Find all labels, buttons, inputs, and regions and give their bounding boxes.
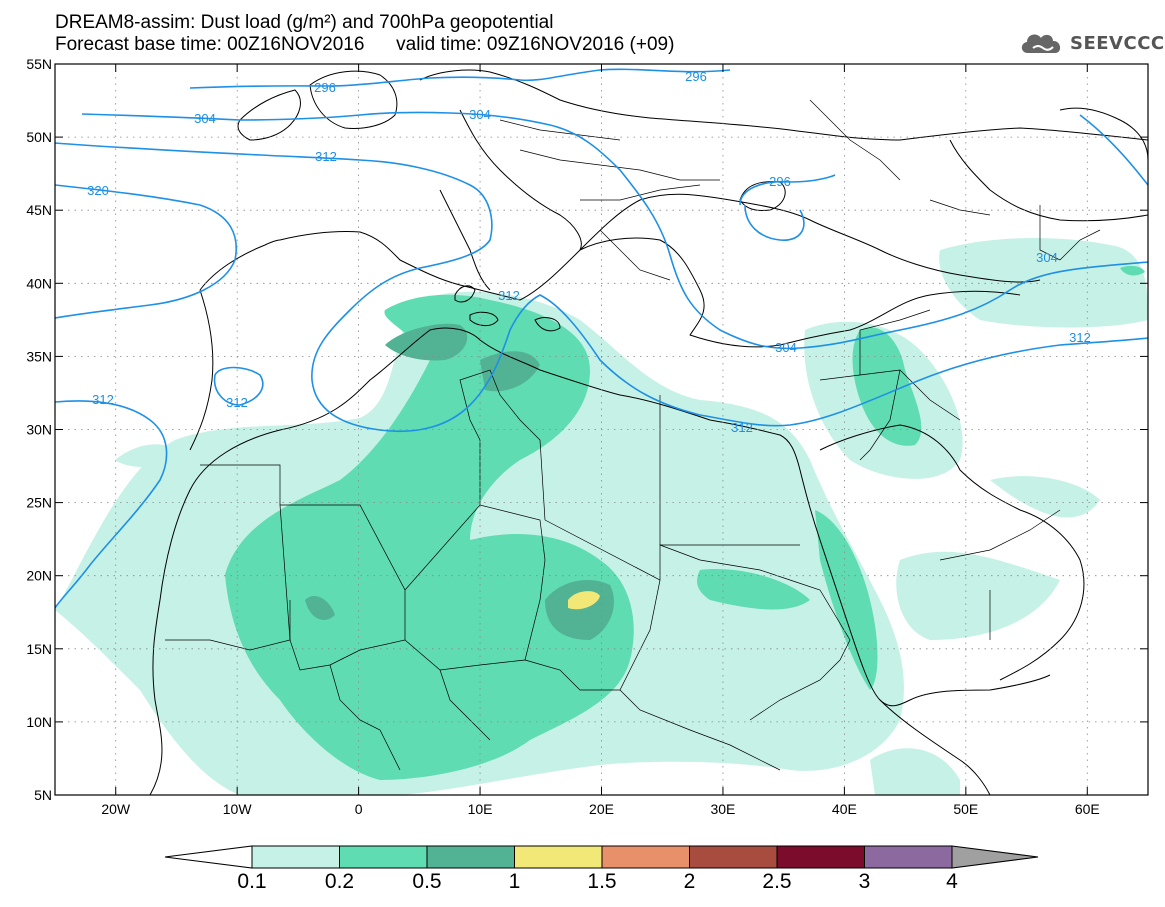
contour-label: 304 bbox=[469, 107, 491, 122]
contour-label: 312 bbox=[731, 420, 753, 435]
colorbar-segment bbox=[339, 845, 428, 869]
colorbar-segment bbox=[426, 845, 515, 869]
contour-label: 296 bbox=[314, 80, 336, 95]
lat-label: 5N bbox=[34, 787, 52, 803]
lat-label: 20N bbox=[26, 568, 52, 584]
lat-label: 30N bbox=[26, 422, 52, 438]
contour-label: 304 bbox=[1036, 250, 1058, 265]
colorbar-label: 1.5 bbox=[587, 870, 616, 893]
contour-label: 312 bbox=[1069, 330, 1091, 345]
lat-label: 55N bbox=[26, 56, 52, 72]
contour-label: 296 bbox=[769, 174, 791, 189]
coastlines bbox=[149, 69, 1148, 795]
forecast-base-time: Forecast base time: 00Z16NOV2016 bbox=[55, 34, 365, 55]
lon-label: 20W bbox=[101, 801, 131, 817]
lat-label: 10N bbox=[26, 714, 52, 730]
lat-label: 50N bbox=[26, 129, 52, 145]
logo-text: SEEVCCC bbox=[1070, 32, 1165, 54]
lon-label: 0 bbox=[355, 801, 363, 817]
lon-label: 10W bbox=[223, 801, 253, 817]
lon-label: 50E bbox=[953, 801, 978, 817]
contour-label: 312 bbox=[498, 288, 520, 303]
colorbar-label: 2.5 bbox=[762, 870, 791, 893]
country-borders bbox=[165, 99, 1101, 771]
colorbar-segment bbox=[514, 845, 603, 869]
lat-label: 15N bbox=[26, 641, 52, 657]
lat-label: 25N bbox=[26, 495, 52, 511]
colorbar-arrow-left bbox=[164, 845, 253, 869]
map-grid bbox=[55, 64, 1148, 795]
colorbar-label: 3 bbox=[859, 870, 871, 893]
colorbar-segment bbox=[776, 845, 865, 869]
colorbar-arrow-right bbox=[951, 845, 1039, 869]
colorbar-label: 2 bbox=[684, 870, 696, 893]
colorbar-label: 0.1 bbox=[237, 870, 266, 893]
seevccc-logo: SEEVCCC bbox=[1018, 28, 1165, 58]
lat-label: 45N bbox=[26, 202, 52, 218]
lon-label: 10E bbox=[468, 801, 493, 817]
lon-label: 60E bbox=[1075, 801, 1100, 817]
colorbar-segment bbox=[251, 845, 340, 869]
map-title: DREAM8-assim: Dust load (g/m²) and 700hP… bbox=[55, 12, 554, 33]
contour-label: 312 bbox=[315, 149, 337, 164]
colorbar-label: 1 bbox=[509, 870, 521, 893]
colorbar-label: 0.5 bbox=[412, 870, 441, 893]
colorbar-segment bbox=[864, 845, 953, 869]
colorbar-label: 0.2 bbox=[325, 870, 354, 893]
contour-label: 320 bbox=[87, 183, 109, 198]
colorbar-segment bbox=[601, 845, 690, 869]
lat-label: 35N bbox=[26, 348, 52, 364]
lon-label: 20E bbox=[589, 801, 614, 817]
contour-label: 312 bbox=[92, 392, 114, 407]
valid-time: valid time: 09Z16NOV2016 (+09) bbox=[396, 34, 675, 55]
colorbar-segment bbox=[689, 845, 778, 869]
dust-shading-low bbox=[55, 238, 1148, 795]
lon-label: 40E bbox=[832, 801, 857, 817]
geopotential-contours bbox=[55, 68, 1148, 609]
contour-label: 304 bbox=[775, 340, 797, 355]
map-axes: 20W 10W 0 10E 20E 30E 40E 50E 60E 55N 50N 45N 40N 35N… bbox=[26, 56, 1148, 817]
lat-label: 40N bbox=[26, 275, 52, 291]
contour-label: 296 bbox=[685, 69, 707, 84]
dust-shading-medium bbox=[225, 265, 1145, 780]
contour-label: 304 bbox=[194, 111, 216, 126]
forecast-times: Forecast base time: 00Z16NOV2016 valid t… bbox=[55, 35, 674, 55]
cloud-icon bbox=[1021, 34, 1061, 53]
lon-label: 30E bbox=[710, 801, 735, 817]
colorbar: 0.1 0.2 0.5 1 1.5 2 2.5 3 4 bbox=[164, 845, 1039, 893]
colorbar-label: 4 bbox=[946, 870, 958, 893]
dust-shading-peak bbox=[568, 591, 600, 610]
